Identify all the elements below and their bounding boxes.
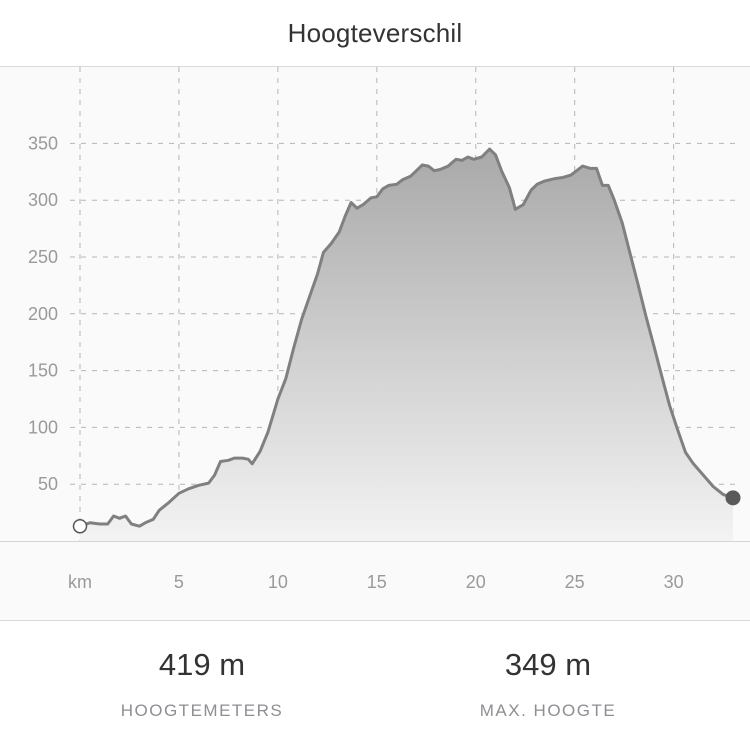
- stat-elevation-gain: 419 m HOOGTEMETERS: [52, 647, 352, 721]
- stat-value: 419 m: [158, 647, 246, 682]
- stat-max-height: 349 m MAX. HOOGTE: [398, 647, 698, 721]
- y-tick-label: 50: [38, 474, 58, 494]
- elevation-line: [78, 147, 735, 528]
- elevation-chart: 50 100 150 200 250 300 350 km 5 10 15 20 25 30: [0, 67, 750, 592]
- y-tick-label: 350: [28, 133, 58, 153]
- elevation-chart-panel: 50 100 150 200 250 300 350 km 5 10 15 20 25 30: [0, 67, 750, 621]
- start-marker: [72, 518, 88, 534]
- y-tick-label: 250: [28, 247, 58, 267]
- y-tick-label: 150: [28, 361, 58, 381]
- x-tick-label: 30: [664, 572, 684, 592]
- y-tick-label: 100: [28, 417, 58, 437]
- end-marker: [725, 490, 741, 506]
- y-tick-label: 300: [28, 190, 58, 210]
- x-tick-label: 15: [367, 572, 387, 592]
- stat-value: 349 m: [504, 647, 592, 682]
- stat-label: MAX. HOOGTE: [479, 701, 617, 720]
- stat-label: HOOGTEMETERS: [120, 701, 284, 720]
- x-tick-label: 5: [174, 572, 184, 592]
- elevation-area: [80, 149, 733, 541]
- x-tick-label: 25: [565, 572, 585, 592]
- page-title: Hoogteverschil: [287, 17, 463, 48]
- header: Hoogteverschil: [0, 0, 750, 67]
- x-tick-label: 10: [268, 572, 288, 592]
- x-axis-unit-label: km: [68, 572, 92, 592]
- stats-panel: 419 m HOOGTEMETERS 349 m MAX. HOOGTE: [0, 621, 750, 733]
- y-tick-label: 200: [28, 304, 58, 324]
- x-tick-label: 20: [466, 572, 486, 592]
